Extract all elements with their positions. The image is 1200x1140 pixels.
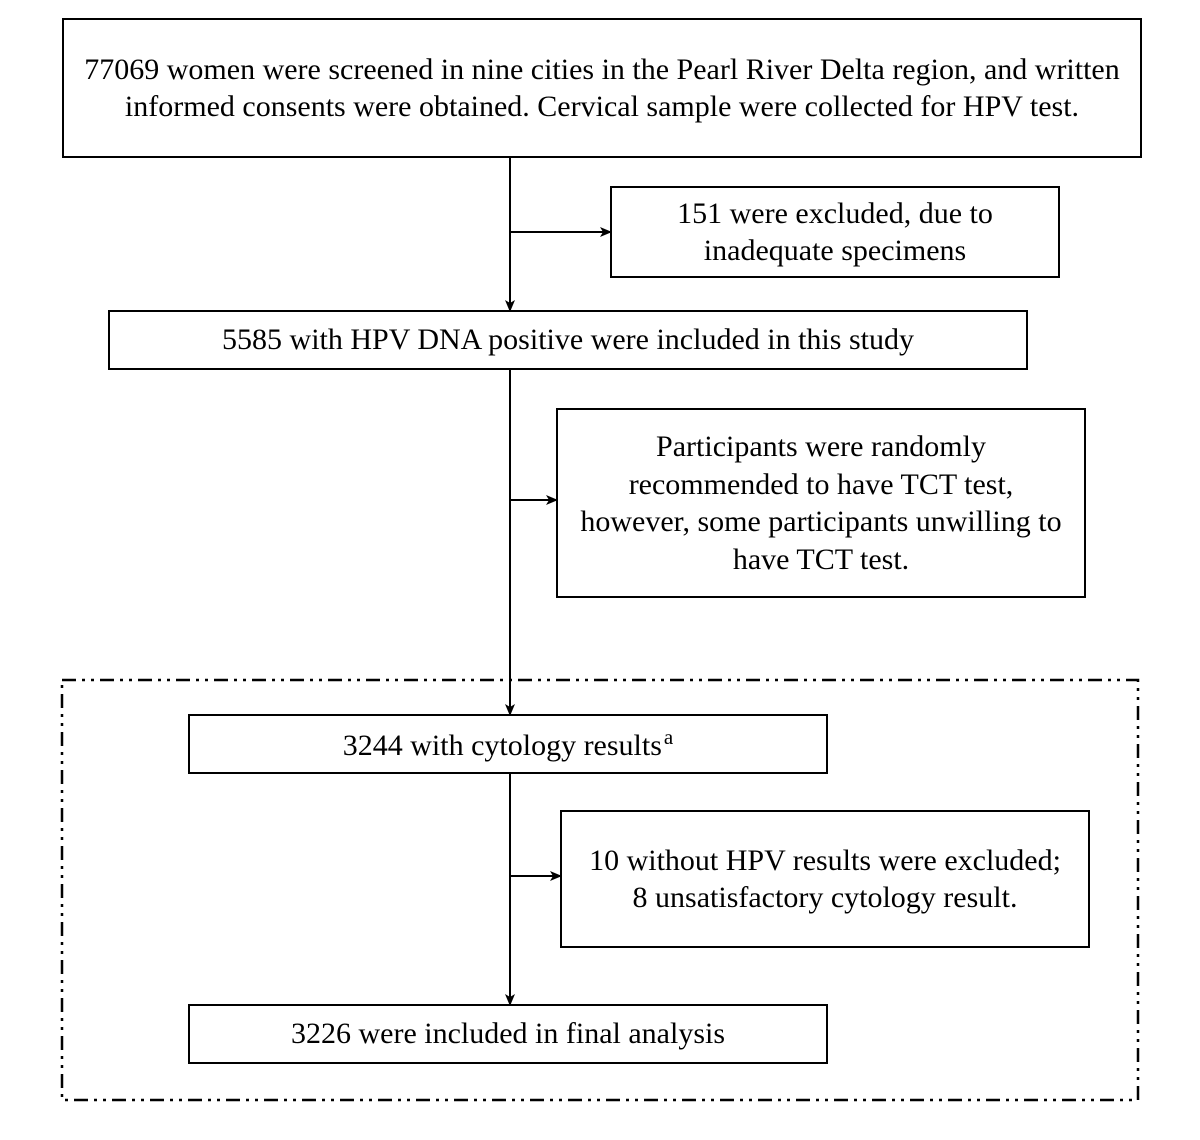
node-cytology: 3244 with cytology resultsa: [188, 714, 828, 774]
node-exclusion-3: 10 without HPV results were excluded; 8 …: [560, 810, 1090, 948]
node-tct-note-text: Participants were randomly recommended t…: [576, 428, 1066, 578]
node-hpv-positive: 5585 with HPV DNA positive were included…: [108, 310, 1028, 370]
node-cytology-sup: a: [664, 725, 673, 749]
node-cytology-text: 3244 with cytology resultsa: [343, 724, 673, 765]
node-screened: 77069 women were screened in nine cities…: [62, 18, 1142, 158]
node-tct-note: Participants were randomly recommended t…: [556, 408, 1086, 598]
node-cytology-prefix: 3244 with cytology results: [343, 729, 662, 762]
node-exclusion-1-text: 151 were excluded, due to inadequate spe…: [630, 195, 1040, 270]
node-hpv-positive-text: 5585 with HPV DNA positive were included…: [222, 321, 914, 359]
node-final: 3226 were included in final analysis: [188, 1004, 828, 1064]
node-exclusion-3-text: 10 without HPV results were excluded; 8 …: [580, 842, 1070, 917]
node-screened-text: 77069 women were screened in nine cities…: [82, 51, 1122, 126]
node-final-text: 3226 were included in final analysis: [291, 1015, 725, 1053]
node-exclusion-1: 151 were excluded, due to inadequate spe…: [610, 186, 1060, 278]
flowchart-canvas: 77069 women were screened in nine cities…: [0, 0, 1200, 1140]
